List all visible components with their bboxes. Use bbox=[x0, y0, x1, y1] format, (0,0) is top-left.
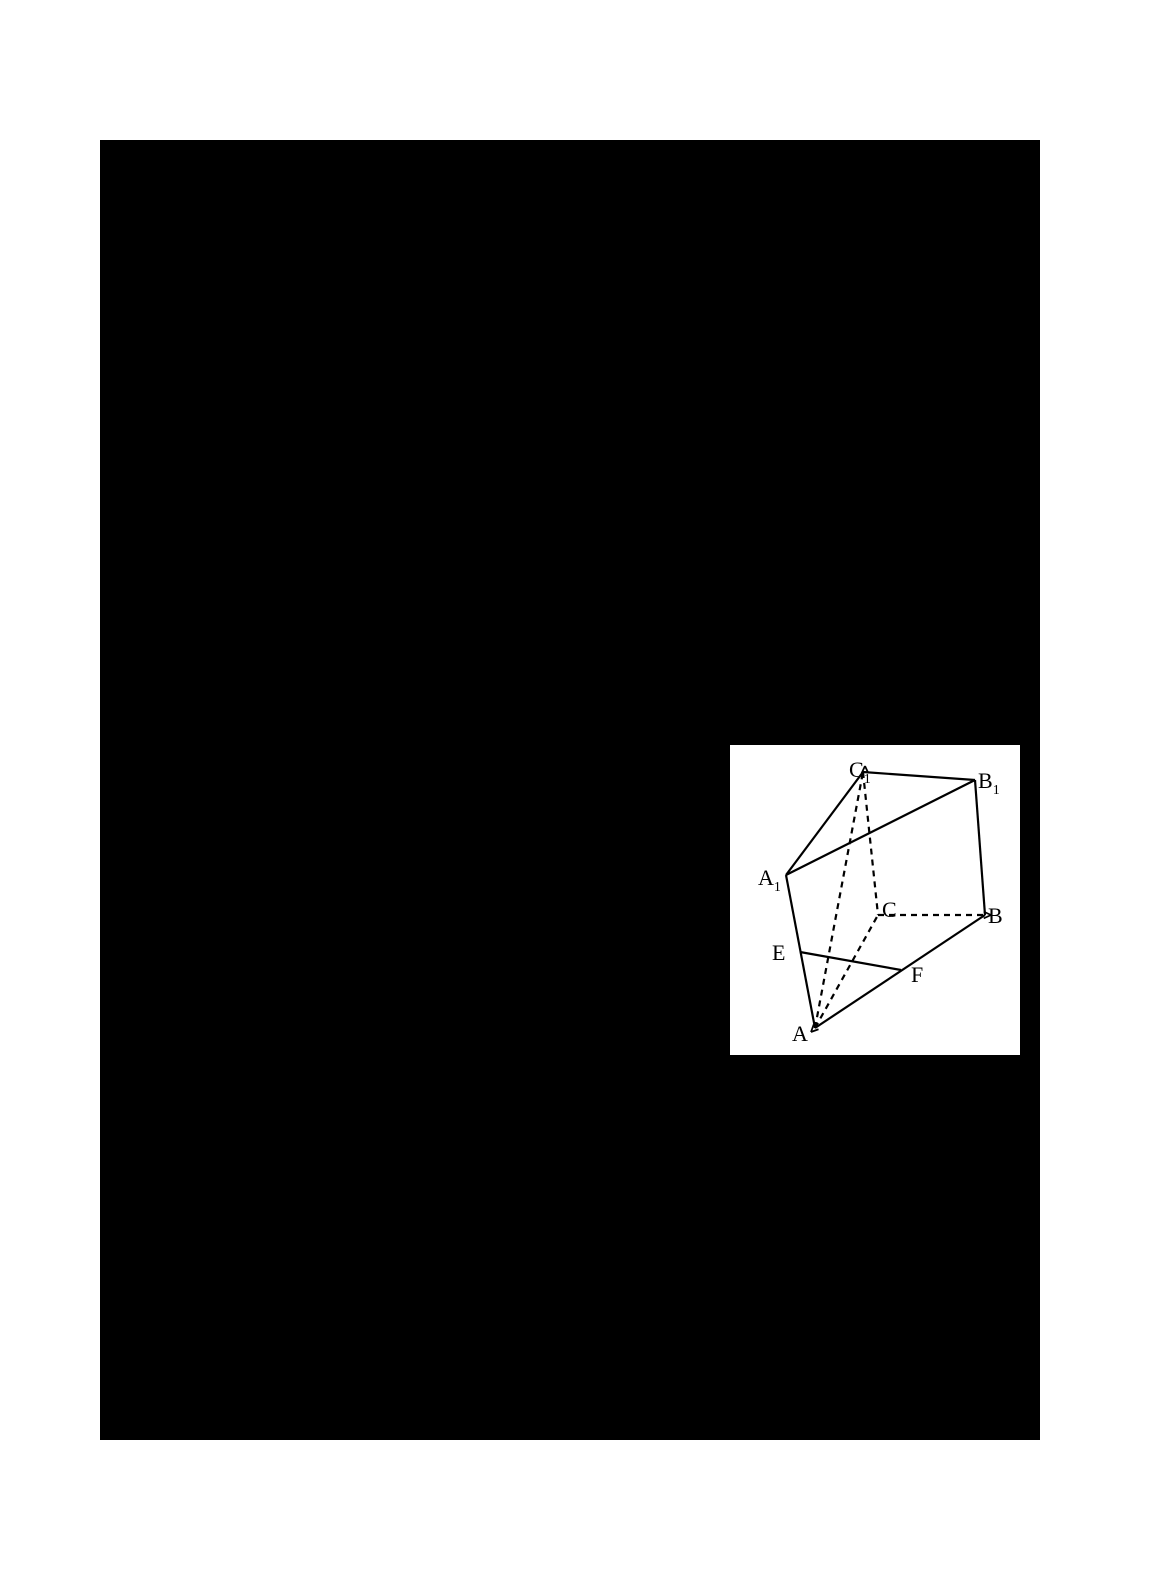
label-C1: C1 bbox=[849, 757, 871, 787]
edge-B1-B bbox=[975, 780, 985, 915]
edge-E-F bbox=[800, 952, 901, 970]
label-A1: A1 bbox=[758, 865, 781, 895]
edge-A-C1 bbox=[815, 772, 863, 1028]
edge-C1-C bbox=[863, 772, 878, 915]
edge-A-C bbox=[815, 915, 878, 1028]
label-A: A bbox=[792, 1021, 808, 1046]
prism-diagram-svg: A B C A1 B1 C1 E F bbox=[730, 745, 1020, 1055]
edge-A1-C1 bbox=[786, 772, 863, 875]
label-C: C bbox=[882, 897, 897, 922]
label-E: E bbox=[772, 940, 785, 965]
edge-A-B bbox=[815, 915, 985, 1028]
label-B: B bbox=[988, 903, 1003, 928]
label-F: F bbox=[911, 962, 923, 987]
edge-A1-B1 bbox=[786, 780, 975, 875]
edge-C1-B1 bbox=[863, 772, 975, 780]
label-B1: B1 bbox=[978, 768, 1000, 798]
prism-vertex-labels: A B C A1 B1 C1 E F bbox=[758, 757, 1003, 1046]
prism-diagram-container: A B C A1 B1 C1 E F bbox=[730, 745, 1020, 1055]
